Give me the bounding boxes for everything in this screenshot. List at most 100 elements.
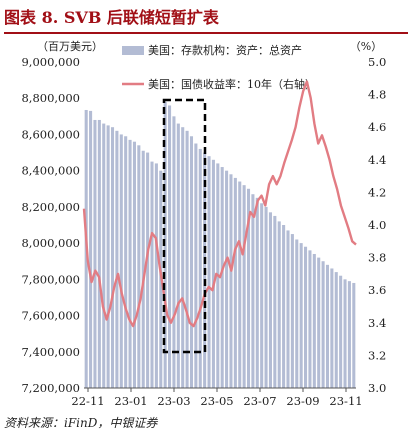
bar-16	[154, 163, 158, 388]
bar-15	[150, 161, 154, 388]
x-tick-label: 23-11	[329, 394, 362, 408]
axes: 9,000,000 8,800,000 8,600,000 8,400,000 8,20…	[21, 55, 386, 408]
bar-13	[141, 150, 145, 388]
bar-21	[176, 123, 180, 388]
legend-label-bar: 美国：存款机构：资产：总资产	[148, 43, 302, 57]
left-tick-label: 8,800,000	[21, 91, 80, 105]
bar-8	[119, 134, 123, 388]
bar-5	[106, 125, 110, 388]
bar-51	[308, 250, 312, 388]
right-tick-label: 4.6	[368, 120, 386, 134]
bar-49	[299, 243, 303, 388]
right-tick-label: 3.2	[368, 348, 386, 362]
bar-14	[146, 152, 150, 388]
bar-24	[189, 136, 194, 388]
bar-20	[172, 116, 176, 388]
right-tick-label: 3.4	[368, 316, 386, 330]
bar-50	[304, 246, 308, 388]
bar-32	[225, 170, 229, 388]
figure-title: 图表 8. SVB 后联储短暂扩表	[4, 4, 408, 34]
x-tick-label: 23-03	[157, 394, 190, 408]
left-tick-label: 7,600,000	[21, 309, 80, 323]
bar-10	[128, 139, 132, 388]
bar-57	[334, 272, 338, 388]
bar-31	[220, 167, 224, 388]
highlight-box	[162, 98, 207, 354]
bar-22	[181, 127, 185, 388]
bar-26	[198, 148, 202, 388]
bar-35	[238, 181, 242, 388]
highlight-rect	[162, 98, 207, 354]
right-tick-label: 4.4	[368, 153, 386, 167]
left-tick-label: 8,000,000	[21, 236, 80, 250]
bar-9	[124, 136, 128, 388]
bar-60	[347, 281, 351, 388]
line-series	[82, 80, 357, 328]
yield-line	[82, 80, 357, 328]
bar-4	[102, 123, 106, 388]
bar-46	[286, 230, 290, 388]
bar-2	[93, 119, 97, 389]
bar-7	[115, 130, 119, 388]
bar-42	[268, 212, 272, 388]
right-tick-label: 3.8	[368, 251, 386, 265]
left-tick-label: 7,800,000	[21, 272, 80, 286]
bar-39	[255, 197, 259, 388]
left-tick-label: 7,200,000	[21, 381, 80, 395]
bar-12	[137, 145, 141, 388]
right-tick-label: 4.8	[368, 88, 386, 102]
bar-36	[242, 185, 246, 388]
bar-19	[168, 105, 172, 388]
legend: 美国：存款机构：资产：总资产 美国：国债收益率：10年（右轴）	[122, 43, 316, 91]
bar-25	[194, 143, 198, 388]
bar-45	[282, 225, 286, 388]
left-tick-label: 8,400,000	[21, 164, 80, 178]
bar-40	[260, 203, 264, 388]
bar-61	[352, 282, 356, 388]
x-tick-label: 23-01	[114, 394, 147, 408]
bar-43	[273, 215, 277, 388]
bar-59	[343, 279, 347, 388]
source-note: 资料来源：iFinD，中银证券	[4, 416, 158, 430]
bar-48	[295, 239, 299, 388]
right-tick-label: 4.2	[368, 185, 386, 199]
bar-34	[233, 177, 237, 388]
bar-29	[211, 159, 215, 388]
bar-1	[89, 110, 93, 389]
right-tick-label: 4.0	[368, 218, 386, 232]
right-tick-label: 3.6	[368, 283, 386, 297]
legend-label-line: 美国：国债收益率：10年（右轴）	[148, 77, 316, 91]
bar-28	[207, 156, 211, 388]
left-tick-label: 8,200,000	[21, 200, 80, 214]
bar-53	[317, 257, 321, 388]
bar-38	[251, 194, 255, 388]
x-tick-label: 23-05	[200, 394, 233, 408]
bar-23	[185, 130, 189, 388]
left-tick-label: 7,400,000	[21, 345, 80, 359]
bar-56	[330, 268, 334, 388]
bar-37	[246, 188, 251, 388]
legend-swatch-bar	[122, 46, 144, 55]
bar-55	[325, 264, 330, 388]
bar-44	[277, 221, 281, 388]
x-tick-label: 23-07	[243, 394, 276, 408]
bar-47	[290, 234, 294, 388]
bar-54	[321, 261, 325, 388]
x-tick-label: 22-11	[71, 394, 104, 408]
bar-52	[312, 253, 316, 388]
bar-6	[110, 127, 115, 388]
x-tick-label: 23-09	[286, 394, 319, 408]
bar-3	[97, 119, 101, 389]
right-tick-label: 3.0	[368, 381, 386, 395]
bar-41	[264, 206, 268, 388]
bar-11	[132, 141, 136, 388]
bar-33	[229, 174, 233, 388]
bar-series	[84, 101, 356, 389]
right-axis-unit: （%）	[350, 40, 382, 53]
left-axis-unit: （百万美元）	[37, 40, 103, 53]
bar-58	[339, 275, 343, 388]
left-tick-label: 9,000,000	[21, 55, 80, 69]
right-tick-label: 5.0	[368, 55, 386, 69]
